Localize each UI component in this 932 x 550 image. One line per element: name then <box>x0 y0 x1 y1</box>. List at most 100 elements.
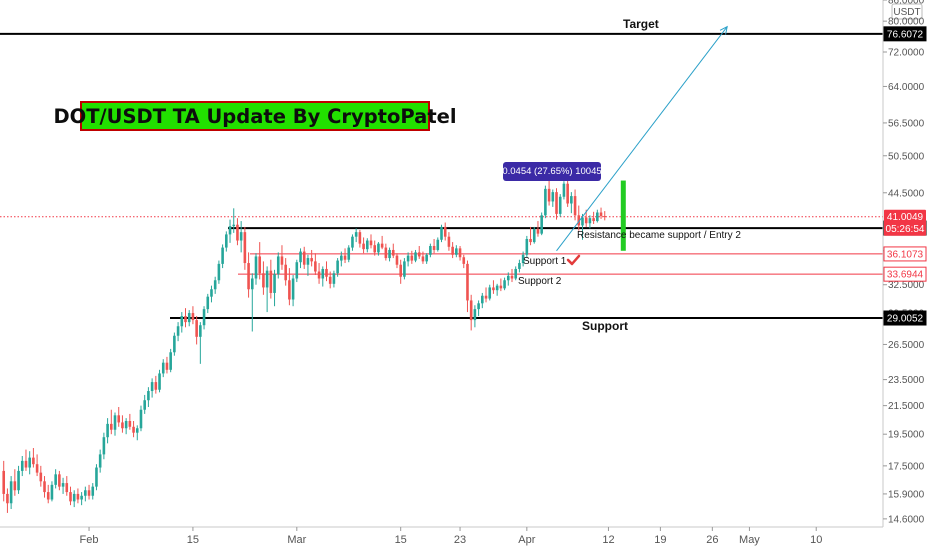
candle-body <box>566 183 569 204</box>
candle-body <box>314 261 317 272</box>
candle-body <box>269 270 273 293</box>
candle-body <box>399 264 402 277</box>
candle-body <box>54 474 57 485</box>
candle-body <box>336 260 339 274</box>
candle-body <box>603 216 607 218</box>
candle-body <box>469 300 473 321</box>
candle-body <box>276 256 280 275</box>
candle-body <box>369 240 373 246</box>
y-tick-label: 32.5000 <box>888 280 925 291</box>
candle-body <box>395 255 399 265</box>
y-tick-label: 19.5000 <box>888 430 925 441</box>
projection-arrowhead <box>719 25 728 35</box>
candle-body <box>284 264 287 281</box>
candle-body <box>273 274 276 293</box>
candle-body <box>562 183 566 197</box>
candle-body <box>518 263 521 269</box>
candle-body <box>143 400 146 410</box>
candle-body <box>455 248 458 255</box>
candle-body <box>403 261 406 277</box>
candle-body <box>110 423 113 430</box>
level-lines <box>0 32 883 320</box>
price-tag-support-1[interactable]: 36.1073 <box>883 246 927 262</box>
candle-body <box>414 252 417 261</box>
candle-body <box>50 484 54 500</box>
candle-body <box>91 486 95 496</box>
x-tick-label: 15 <box>187 534 199 546</box>
candle-body <box>43 481 46 493</box>
y-tick-label: 56.5000 <box>888 118 925 129</box>
candle-body <box>380 243 384 248</box>
candle-body <box>28 457 31 468</box>
candle-body <box>2 470 6 494</box>
candle-body <box>532 229 536 243</box>
candle-body <box>584 217 588 224</box>
candle-body <box>76 493 80 500</box>
y-tick-label: 72.0000 <box>888 47 925 58</box>
price-tag-target[interactable]: 76.6072 <box>883 26 927 42</box>
candle-body <box>213 280 217 290</box>
candle-body <box>295 262 299 279</box>
y-tick-label: 15.9000 <box>888 489 925 500</box>
candle-body <box>199 325 202 337</box>
candle-body <box>354 232 358 237</box>
price-tag-box <box>883 310 927 326</box>
y-tick-label: 23.5000 <box>888 375 925 386</box>
level-annotations: Target Resistance became support / Entry … <box>518 17 741 333</box>
candle-body <box>39 472 43 482</box>
candle-body <box>573 196 577 216</box>
candle-body <box>228 226 232 235</box>
candle-body <box>547 188 551 202</box>
candle-body <box>477 303 480 310</box>
candle-body <box>317 271 321 279</box>
candle-body <box>388 249 391 259</box>
x-tick-label: 26 <box>706 534 718 546</box>
candle-body <box>102 437 106 455</box>
price-tag-support-2[interactable]: 33.6944 <box>883 266 927 282</box>
candle-body <box>596 212 599 222</box>
countdown-label: 05:26:54 <box>886 224 925 235</box>
candle-body <box>17 470 20 491</box>
candle-body <box>250 278 254 290</box>
x-tick-label: 12 <box>602 534 614 546</box>
candle-body <box>24 460 28 468</box>
y-tick-label: 64.0000 <box>888 82 925 93</box>
candle-body <box>6 493 9 504</box>
candle-body <box>599 212 603 217</box>
candle-body <box>558 196 562 214</box>
candle-body <box>462 257 466 264</box>
candle-body <box>154 382 158 390</box>
candle-body <box>506 275 510 281</box>
y-tick-label: 21.5000 <box>888 401 925 412</box>
currency-badge[interactable] <box>891 3 923 20</box>
candle-body <box>117 415 121 423</box>
candle-body <box>302 251 306 265</box>
price-tag-support[interactable]: 29.0052 <box>883 310 927 326</box>
price-tag-box <box>884 209 926 236</box>
measure-bar[interactable] <box>620 180 626 251</box>
candle-body <box>180 316 184 327</box>
candle-body <box>113 415 117 430</box>
candle-body <box>514 268 518 279</box>
candle-body <box>351 236 354 248</box>
candle-body <box>417 252 421 257</box>
candle-body <box>429 245 432 255</box>
candle-body <box>440 226 443 240</box>
candle-body <box>176 326 180 336</box>
candles <box>2 180 607 513</box>
price-tag-box <box>883 266 927 282</box>
candle-body <box>328 276 332 284</box>
projection-line[interactable] <box>556 26 728 252</box>
candle-body <box>173 335 176 353</box>
candle-body <box>495 285 499 291</box>
candle-body <box>206 296 210 310</box>
annotation-support-1: Support 1 <box>523 256 567 267</box>
candle-body <box>247 263 250 290</box>
candle-body <box>492 287 495 291</box>
candle-body <box>373 245 377 253</box>
candle-body <box>147 391 150 401</box>
candle-body <box>406 255 410 262</box>
